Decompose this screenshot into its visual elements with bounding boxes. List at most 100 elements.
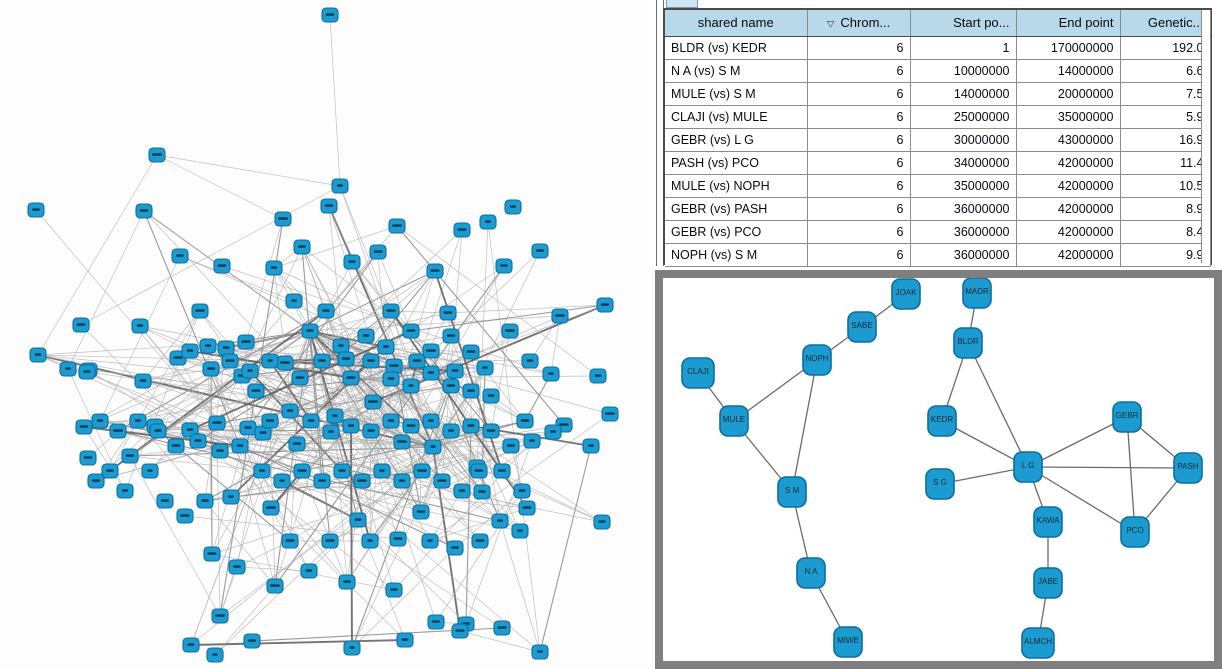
overview-node-92[interactable]	[396, 632, 414, 648]
overview-node-66[interactable]	[582, 438, 600, 454]
column-header-1[interactable]: ▽ Chrom...	[807, 10, 911, 37]
table-row[interactable]: BLDR (vs) KEDR 6 1 170000000 192.0	[665, 36, 1211, 60]
node-S M[interactable]: S M	[777, 476, 807, 508]
overview-node-49[interactable]	[202, 361, 220, 377]
overview-node-89[interactable]	[211, 608, 229, 624]
node-KAWA[interactable]: KAWA	[1033, 506, 1063, 538]
overview-node-17[interactable]	[293, 239, 311, 255]
overview-node-113[interactable]	[241, 363, 259, 379]
overview-node-58[interactable]	[326, 408, 344, 424]
overview-node-91[interactable]	[206, 647, 224, 663]
overview-node-51[interactable]	[75, 419, 93, 435]
table-row[interactable]: GEBR (vs) L G 6 30000000 43000000 16.9	[665, 128, 1211, 152]
overview-node-149[interactable]	[433, 473, 451, 489]
node-BLDR[interactable]: BLDR	[953, 327, 983, 359]
overview-node-148[interactable]	[413, 463, 431, 479]
node-ALMCH[interactable]: ALMCH	[1021, 627, 1055, 659]
overview-node-99[interactable]	[402, 323, 420, 339]
overview-node-115[interactable]	[199, 338, 217, 354]
node-N A[interactable]: N A	[796, 557, 826, 589]
overview-node-16[interactable]	[495, 258, 513, 274]
overview-node-41[interactable]	[446, 363, 464, 379]
overview-node-82[interactable]	[338, 574, 356, 590]
overview-node-9[interactable]	[504, 199, 522, 215]
overview-network-canvas[interactable]	[0, 0, 648, 669]
overview-node-33[interactable]	[134, 373, 152, 389]
overview-node-28[interactable]	[439, 305, 457, 321]
column-header-4[interactable]: Genetic...	[1120, 10, 1211, 37]
overview-node-61[interactable]	[424, 439, 442, 455]
overview-node-102[interactable]	[462, 344, 480, 360]
overview-node-6[interactable]	[274, 211, 292, 227]
overview-node-38[interactable]	[342, 370, 360, 386]
network-detail-panel[interactable]: JOAK SABE NOPH CLAJI MULE S M N A MIWE MADR BLDR K…	[655, 270, 1222, 669]
column-header-2[interactable]: Start po...	[910, 10, 1017, 37]
overview-node-142[interactable]	[293, 463, 311, 479]
overview-node-13[interactable]	[265, 260, 283, 276]
overview-node-45[interactable]	[589, 368, 607, 384]
overview-node-81[interactable]	[300, 563, 318, 579]
overview-node-100[interactable]	[422, 343, 440, 359]
node-SABE[interactable]: SABE	[847, 311, 877, 343]
overview-node-31[interactable]	[59, 361, 77, 377]
table-row[interactable]: MULE (vs) S M 6 14000000 20000000 7.5	[665, 82, 1211, 106]
overview-node-114[interactable]	[221, 353, 239, 369]
overview-node-158[interactable]	[511, 523, 529, 539]
overview-node-106[interactable]	[382, 371, 400, 387]
overview-node-63[interactable]	[516, 413, 534, 429]
node-PCO[interactable]: PCO	[1120, 516, 1150, 548]
overview-node-90[interactable]	[243, 633, 261, 649]
table-row[interactable]: GEBR (vs) PCO 6 36000000 42000000 8.4	[665, 220, 1211, 244]
column-header-0[interactable]: shared name	[665, 10, 808, 37]
overview-node-37[interactable]	[291, 370, 309, 386]
overview-node-73[interactable]	[412, 504, 430, 520]
overview-node-140[interactable]	[253, 463, 271, 479]
overview-node-87[interactable]	[531, 644, 549, 660]
overview-node-1[interactable]	[148, 147, 166, 163]
overview-node-54[interactable]	[208, 415, 226, 431]
overview-node-60[interactable]	[393, 434, 411, 450]
node-KEDR[interactable]: KEDR	[927, 405, 957, 437]
overview-node-34[interactable]	[217, 340, 235, 356]
table-row[interactable]: PASH (vs) PCO 6 34000000 42000000 11.4	[665, 151, 1211, 175]
overview-node-138[interactable]	[109, 423, 127, 439]
overview-node-71[interactable]	[349, 512, 367, 528]
overview-node-121[interactable]	[342, 418, 360, 434]
overview-node-93[interactable]	[451, 623, 469, 639]
node-NOPH[interactable]: NOPH	[802, 344, 832, 376]
overview-node-122[interactable]	[362, 423, 380, 439]
node-JABE[interactable]: JABE	[1033, 567, 1063, 599]
overview-node-8[interactable]	[453, 222, 471, 238]
overview-node-5[interactable]	[320, 198, 338, 214]
overview-node-20[interactable]	[596, 297, 614, 313]
overview-node-150[interactable]	[453, 483, 471, 499]
node-L G[interactable]: L G	[1013, 451, 1043, 483]
overview-node-95[interactable]	[301, 323, 319, 339]
overview-node-30[interactable]	[551, 308, 569, 324]
overview-node-25[interactable]	[285, 293, 303, 309]
overview-node-104[interactable]	[337, 351, 355, 367]
overview-node-21[interactable]	[72, 317, 90, 333]
overview-node-98[interactable]	[377, 339, 395, 355]
overview-node-77[interactable]	[593, 514, 611, 530]
table-scrollbar-track[interactable]	[1201, 10, 1210, 263]
overview-node-42[interactable]	[476, 360, 494, 376]
overview-node-59[interactable]	[364, 394, 382, 410]
table-row[interactable]: N A (vs) S M 6 10000000 14000000 6.6	[665, 59, 1211, 83]
table-row[interactable]: MULE (vs) NOPH 6 35000000 42000000 10.5	[665, 174, 1211, 198]
overview-node-109[interactable]	[442, 378, 460, 394]
overview-node-105[interactable]	[362, 353, 380, 369]
overview-node-157[interactable]	[491, 513, 509, 529]
overview-node-10[interactable]	[479, 214, 497, 230]
overview-node-118[interactable]	[281, 403, 299, 419]
edge-L G-PCO[interactable]	[1027, 466, 1136, 533]
overview-node-111[interactable]	[482, 388, 500, 404]
overview-node-131[interactable]	[544, 424, 562, 440]
overview-node-136[interactable]	[149, 423, 167, 439]
overview-node-145[interactable]	[353, 473, 371, 489]
column-header-3[interactable]: End point	[1016, 10, 1121, 37]
overview-node-88[interactable]	[182, 637, 200, 653]
overview-node-2[interactable]	[27, 202, 45, 218]
overview-node-86[interactable]	[493, 620, 511, 636]
overview-node-112[interactable]	[261, 353, 279, 369]
